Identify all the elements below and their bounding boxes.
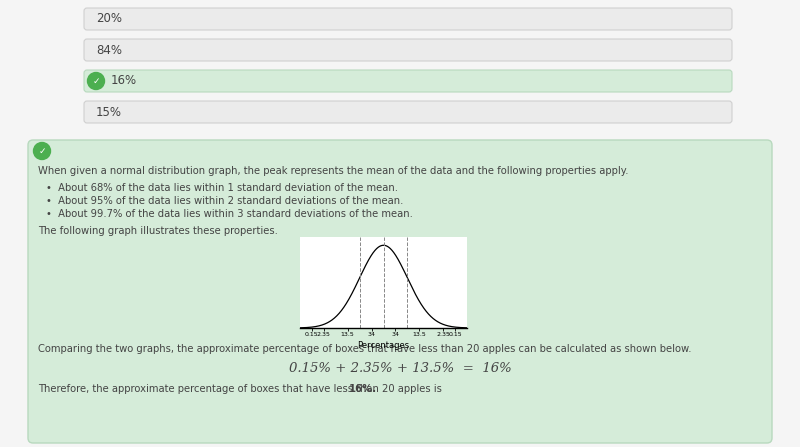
Text: •  About 95% of the data lies within 2 standard deviations of the mean.: • About 95% of the data lies within 2 st… (46, 196, 403, 206)
Text: Comparing the two graphs, the approximate percentage of boxes that have less tha: Comparing the two graphs, the approximat… (38, 344, 691, 354)
Text: •  About 68% of the data lies within 1 standard deviation of the mean.: • About 68% of the data lies within 1 st… (46, 183, 398, 193)
Text: 16%.: 16%. (349, 384, 377, 394)
FancyBboxPatch shape (84, 70, 732, 92)
Text: 20%: 20% (96, 13, 122, 25)
Text: 84%: 84% (96, 43, 122, 56)
Text: •  About 99.7% of the data lies within 3 standard deviations of the mean.: • About 99.7% of the data lies within 3 … (46, 209, 413, 219)
Text: ✓: ✓ (92, 76, 100, 85)
Circle shape (87, 72, 105, 89)
Circle shape (34, 143, 50, 160)
FancyBboxPatch shape (28, 140, 772, 443)
Text: Therefore, the approximate percentage of boxes that have less than 20 apples is: Therefore, the approximate percentage of… (38, 384, 445, 394)
Text: ✓: ✓ (38, 147, 46, 156)
Text: When given a normal distribution graph, the peak represents the mean of the data: When given a normal distribution graph, … (38, 166, 629, 176)
Text: 15%: 15% (96, 105, 122, 118)
X-axis label: Percentages: Percentages (358, 342, 410, 350)
FancyBboxPatch shape (84, 101, 732, 123)
Text: The following graph illustrates these properties.: The following graph illustrates these pr… (38, 226, 278, 236)
Text: 16%: 16% (111, 75, 137, 88)
FancyBboxPatch shape (84, 39, 732, 61)
Text: 0.15% + 2.35% + 13.5%  =  16%: 0.15% + 2.35% + 13.5% = 16% (289, 362, 511, 375)
FancyBboxPatch shape (84, 8, 732, 30)
